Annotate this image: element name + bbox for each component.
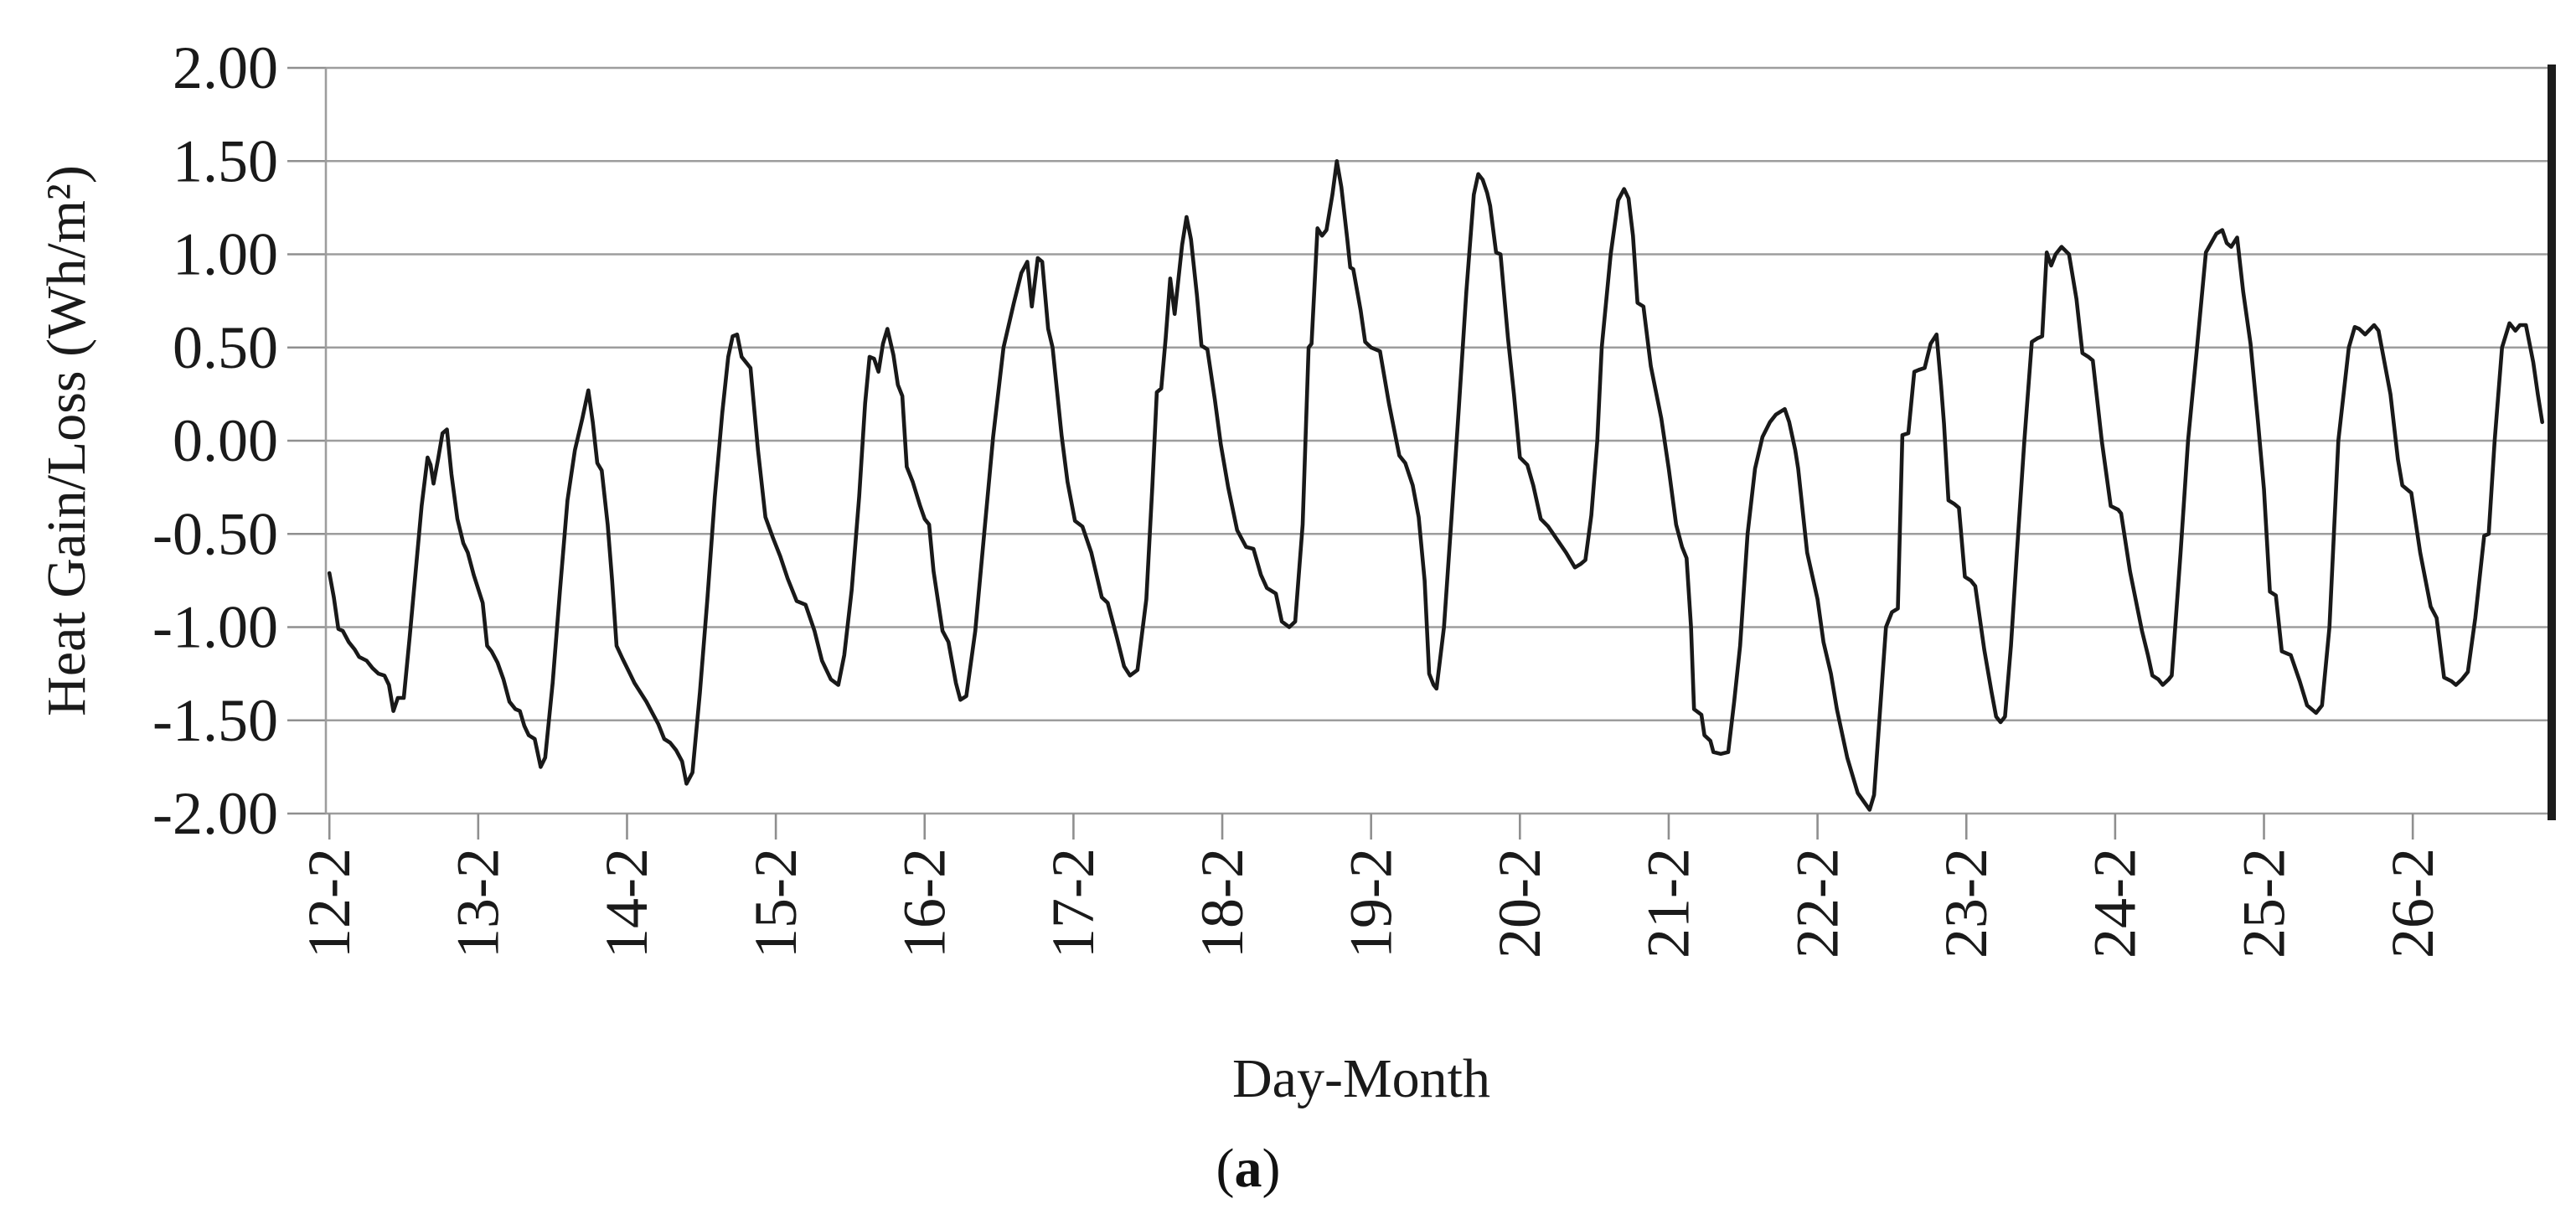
- x-tick-label: 20-2: [1486, 848, 1553, 958]
- y-tick-label: 0.00: [173, 407, 278, 474]
- caption-letter: a: [1234, 1138, 1262, 1199]
- x-tick-label: 13-2: [445, 848, 512, 958]
- series-line-heat-gain-loss: [327, 159, 2544, 812]
- y-tick-label: -1.00: [152, 594, 278, 661]
- y-tick-label: 1.00: [173, 221, 278, 288]
- x-tick-label: 25-2: [2230, 848, 2297, 958]
- y-tick-label: -2.00: [152, 780, 278, 847]
- subfigure-caption: (a): [1216, 1137, 1281, 1201]
- x-tick-label: 26-2: [2379, 848, 2446, 958]
- x-tick-label: 17-2: [1040, 848, 1107, 958]
- x-tick-label: 21-2: [1635, 848, 1702, 958]
- x-tick-label: 15-2: [742, 848, 809, 958]
- x-tick-label: 18-2: [1189, 848, 1256, 958]
- plot-right-border: [2548, 65, 2556, 820]
- y-axis-title: Heat Gain/Loss (Wh/m²): [36, 165, 97, 716]
- x-tick-label: 14-2: [593, 848, 660, 958]
- y-tick-label: -1.50: [152, 687, 278, 754]
- caption-suffix: ): [1262, 1138, 1281, 1199]
- caption-prefix: (: [1216, 1138, 1235, 1199]
- x-tick-label: 12-2: [296, 848, 363, 958]
- x-tick-label: 23-2: [1933, 848, 2000, 958]
- y-tick-label: 0.50: [173, 314, 278, 381]
- y-tick-label: 1.50: [173, 127, 278, 194]
- x-tick-label: 22-2: [1784, 848, 1851, 958]
- x-tick-label: 19-2: [1337, 848, 1404, 958]
- x-axis-title: Day-Month: [1232, 1048, 1490, 1109]
- x-tick-label: 24-2: [2082, 848, 2149, 958]
- y-tick-label: -0.50: [152, 500, 278, 567]
- x-tick-label: 16-2: [891, 848, 958, 958]
- y-tick-label: 2.00: [173, 34, 278, 101]
